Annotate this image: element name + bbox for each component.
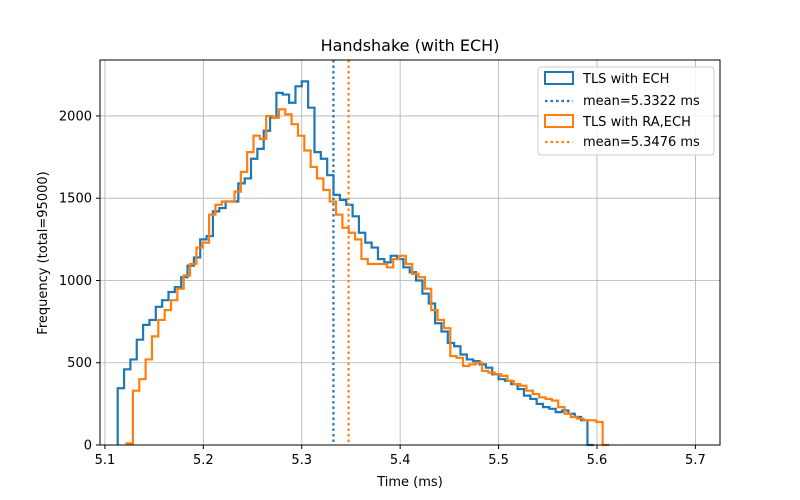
x-tick-label: 5.5 [488, 453, 509, 468]
x-tick-label: 5.1 [95, 453, 116, 468]
x-axis-ticks: 5.1 5.2 5.3 5.4 5.5 5.6 5.7 [95, 445, 706, 468]
x-tick-label: 5.7 [685, 453, 706, 468]
x-tick-label: 5.4 [390, 453, 411, 468]
legend-label-tls-with-ra-ech: TLS with RA,ECH [582, 115, 691, 130]
y-tick-label: 2000 [59, 109, 92, 124]
x-tick-label: 5.6 [587, 453, 608, 468]
x-axis-label: Time (ms) [376, 475, 443, 490]
legend: TLS with ECH mean=5.3322 ms TLS with RA,… [537, 66, 715, 156]
series-layer [116, 80, 609, 447]
y-tick-label: 0 [84, 439, 92, 454]
x-tick-label: 5.3 [291, 453, 312, 468]
histogram-series-tls-with-ech [116, 80, 594, 447]
x-tick-label: 5.2 [193, 453, 214, 468]
chart-title: Handshake (with ECH) [321, 36, 500, 55]
y-tick-label: 1500 [59, 192, 92, 207]
legend-label-tls-with-ech: TLS with ECH [582, 72, 669, 87]
y-tick-label: 1000 [59, 274, 92, 289]
y-axis-label: Frequency (total=95000) [36, 171, 51, 334]
legend-swatch-tls-with-ech [544, 71, 574, 85]
mean-lines [332, 60, 350, 445]
plot-frame [99, 59, 721, 446]
y-axis-ticks: 0 500 1000 1500 2000 [59, 109, 100, 454]
legend-label-mean-ra-ech: mean=5.3476 ms [583, 135, 700, 150]
histogram-series-tls-with-ra-ech [125, 108, 609, 447]
legend-label-mean-ech: mean=5.3322 ms [583, 94, 700, 109]
legend-box [537, 66, 715, 156]
y-tick-label: 500 [67, 356, 92, 371]
legend-swatch-tls-with-ra-ech [544, 114, 574, 128]
